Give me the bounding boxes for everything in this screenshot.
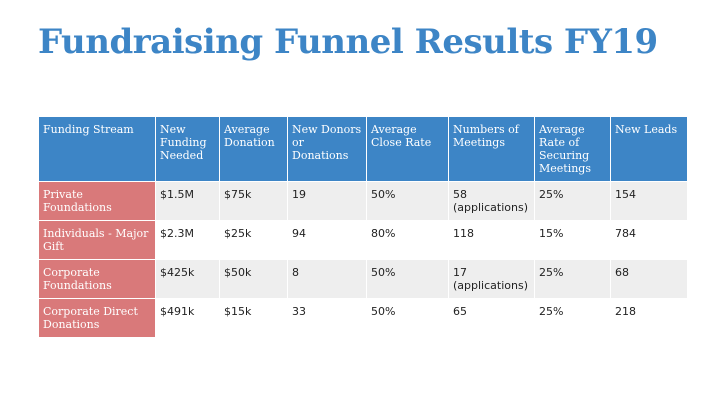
header-new-leads: New Leads [610, 116, 688, 182]
table-row: Corporate Foundations $425k $50k 8 50% 1… [38, 259, 688, 299]
cell-new-funding-needed: $1.5M [155, 181, 220, 221]
cell-rate-securing-meetings: 15% [534, 220, 611, 260]
cell-new-leads: 154 [610, 181, 688, 221]
cell-new-donors: 8 [287, 259, 367, 299]
funnel-table: Funding Stream New Funding Needed Averag… [38, 116, 688, 338]
cell-average-donation: $15k [219, 298, 288, 338]
cell-average-donation: $50k [219, 259, 288, 299]
cell-new-leads: 68 [610, 259, 688, 299]
cell-new-donors: 19 [287, 181, 367, 221]
cell-numbers-of-meetings: 17 (applications) [448, 259, 535, 299]
cell-rate-securing-meetings: 25% [534, 181, 611, 221]
header-numbers-of-meetings: Numbers of Meetings [448, 116, 535, 182]
cell-numbers-of-meetings: 58 (applications) [448, 181, 535, 221]
header-new-donors: New Donors or Donations [287, 116, 367, 182]
header-average-close-rate: Average Close Rate [366, 116, 449, 182]
cell-numbers-of-meetings: 65 [448, 298, 535, 338]
cell-new-funding-needed: $491k [155, 298, 220, 338]
cell-average-close-rate: 50% [366, 259, 449, 299]
page-title: Fundraising Funnel Results FY19 [38, 22, 658, 62]
header-new-funding-needed: New Funding Needed [155, 116, 220, 182]
cell-new-donors: 94 [287, 220, 367, 260]
cell-rate-securing-meetings: 25% [534, 259, 611, 299]
cell-average-close-rate: 50% [366, 298, 449, 338]
cell-new-leads: 218 [610, 298, 688, 338]
cell-new-funding-needed: $2.3M [155, 220, 220, 260]
cell-average-close-rate: 50% [366, 181, 449, 221]
table-row: Private Foundations $1.5M $75k 19 50% 58… [38, 181, 688, 221]
table-row: Individuals - Major Gift $2.3M $25k 94 8… [38, 220, 688, 260]
header-rate-securing-meetings: Average Rate of Securing Meetings [534, 116, 611, 182]
table-row: Corporate Direct Donations $491k $15k 33… [38, 298, 688, 338]
cell-new-donors: 33 [287, 298, 367, 338]
cell-funding-stream: Corporate Foundations [38, 259, 156, 299]
table-header-row: Funding Stream New Funding Needed Averag… [38, 116, 688, 182]
cell-average-donation: $75k [219, 181, 288, 221]
cell-rate-securing-meetings: 25% [534, 298, 611, 338]
cell-funding-stream: Corporate Direct Donations [38, 298, 156, 338]
header-funding-stream: Funding Stream [38, 116, 156, 182]
cell-funding-stream: Private Foundations [38, 181, 156, 221]
header-average-donation: Average Donation [219, 116, 288, 182]
cell-average-close-rate: 80% [366, 220, 449, 260]
cell-new-funding-needed: $425k [155, 259, 220, 299]
cell-funding-stream: Individuals - Major Gift [38, 220, 156, 260]
cell-numbers-of-meetings: 118 [448, 220, 535, 260]
cell-average-donation: $25k [219, 220, 288, 260]
cell-new-leads: 784 [610, 220, 688, 260]
